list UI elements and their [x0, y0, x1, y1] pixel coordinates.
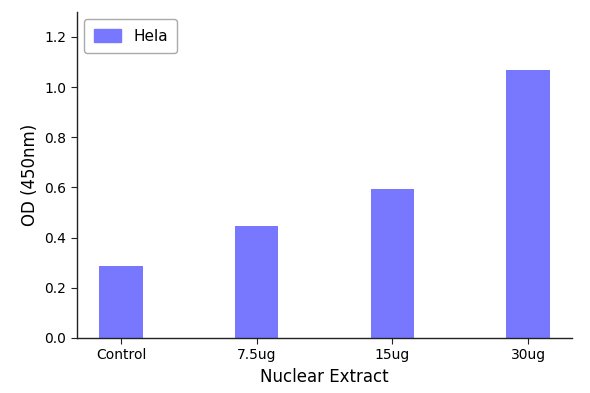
Bar	[99, 266, 143, 338]
Legend: Hela: Hela	[84, 19, 177, 53]
Y-axis label: OD (450nm): OD (450nm)	[21, 124, 39, 226]
Bar	[371, 189, 414, 338]
Bar	[235, 226, 278, 338]
X-axis label: Nuclear Extract: Nuclear Extract	[260, 368, 389, 386]
Bar	[506, 70, 550, 338]
